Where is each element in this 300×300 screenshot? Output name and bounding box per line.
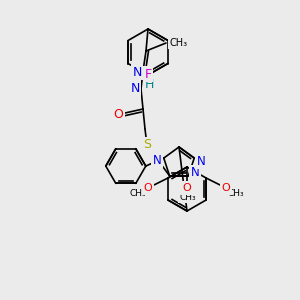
Text: N: N xyxy=(191,167,200,179)
Text: F: F xyxy=(144,68,152,80)
Text: CH₃: CH₃ xyxy=(169,38,187,48)
Text: N: N xyxy=(132,65,142,79)
Text: O: O xyxy=(144,183,152,193)
Text: N: N xyxy=(130,82,140,95)
Text: CH₃: CH₃ xyxy=(228,190,244,199)
Text: O: O xyxy=(113,107,123,121)
Text: N: N xyxy=(197,154,206,168)
Text: CH₃: CH₃ xyxy=(180,193,196,202)
Text: O: O xyxy=(183,183,191,193)
Text: O: O xyxy=(222,183,230,193)
Text: S: S xyxy=(143,139,151,152)
Text: N: N xyxy=(152,154,161,166)
Text: H: H xyxy=(145,79,154,92)
Text: CH₃: CH₃ xyxy=(130,190,146,199)
